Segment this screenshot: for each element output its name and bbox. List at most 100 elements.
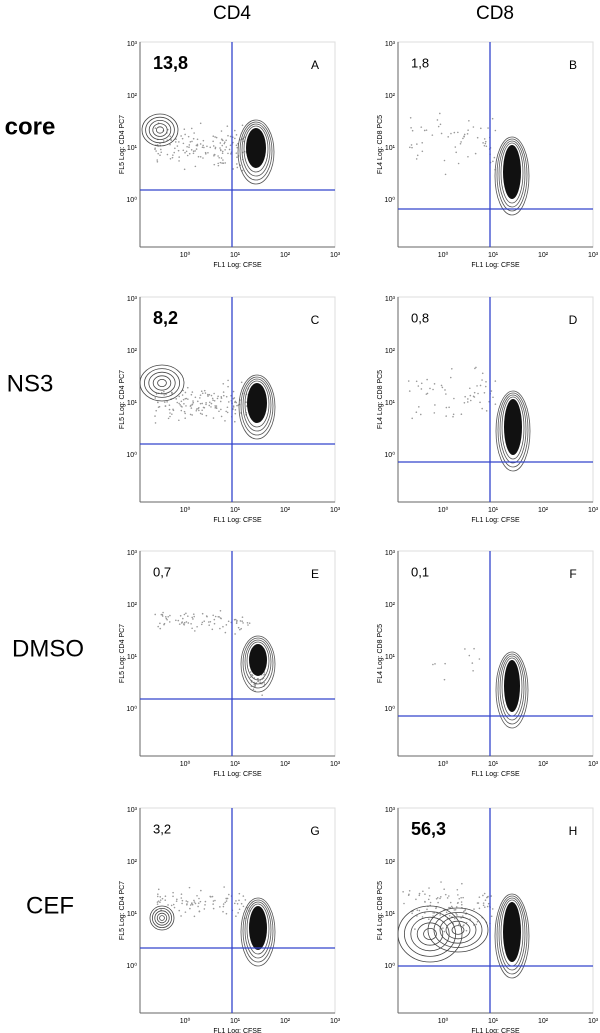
event-dot [178,395,181,398]
event-dot [214,136,216,138]
y-axis-label: FL5 Log: CD4 PC7 [119,624,126,683]
event-dot [207,393,209,396]
event-dot [205,403,207,406]
event-dot [224,149,226,151]
event-dot [460,896,462,899]
event-dot [486,896,489,898]
event-dot [485,410,488,412]
event-dot [187,615,189,617]
event-dot [440,895,442,898]
event-dot [162,140,165,142]
event-dot [227,379,229,382]
y-tick-label: 10¹ [127,145,138,152]
event-dot [218,156,220,159]
event-dot [191,903,193,905]
event-dot [222,903,225,905]
contour [397,905,463,963]
event-dot [213,163,216,166]
y-tick-label: 10¹ [127,654,138,661]
contour [141,113,179,147]
event-dot [476,385,478,387]
event-dot [182,389,184,392]
event-dot [178,141,180,143]
event-dot [439,123,442,126]
event-dot [257,680,260,683]
y-tick-label: 10⁰ [384,962,395,970]
event-dot [445,393,447,395]
event-dot [233,420,236,423]
event-dot [182,398,185,401]
event-dot [159,154,161,157]
event-dot [460,917,462,919]
event-dot [443,159,446,162]
event-dot [165,393,167,396]
event-dot [453,909,456,911]
contour [242,637,274,689]
contour [152,123,168,137]
contour [496,895,528,975]
contour [246,641,270,681]
event-dot [168,621,171,623]
event-dot [455,912,457,915]
contour [244,380,270,428]
event-dot [167,417,170,420]
event-dot [434,663,436,665]
event-dot [259,681,261,684]
event-dot [462,915,464,917]
event-dot [432,663,434,666]
event-dot [457,162,460,165]
x-tick-label: 10⁰ [180,251,191,259]
event-dot [222,391,225,393]
event-dot [159,622,161,625]
event-dot [420,126,423,128]
event-dot [479,401,481,404]
event-dot [252,688,255,691]
event-dot [212,145,215,147]
event-dot [169,135,172,138]
contour [451,925,465,935]
event-dot [185,612,187,615]
event-dot [263,673,266,675]
event-dot [482,902,485,904]
event-dot [220,396,223,398]
event-dot [186,386,189,389]
event-dot [459,142,462,145]
event-dot [198,897,200,900]
event-dot [449,901,452,904]
event-dot [195,144,198,147]
event-dot [211,397,214,400]
event-dot [199,412,202,415]
event-dot [461,882,463,885]
event-dot [238,899,240,902]
event-dot [204,153,207,155]
event-dot [468,120,470,122]
event-dot [482,904,485,907]
contour [498,140,526,208]
event-dot [164,616,167,618]
event-dot [154,415,156,417]
event-dot [420,388,423,390]
event-dot [415,380,418,383]
y-tick-label: 10² [127,348,138,355]
event-dot [159,899,162,901]
event-dot [181,394,184,396]
contour [499,655,525,721]
event-dot [235,622,238,625]
event-dot [444,389,446,391]
event-dot [155,150,157,152]
event-dot [223,142,226,145]
contour [239,121,273,181]
event-dot [171,413,173,415]
event-dot [263,682,266,684]
event-dot [160,391,163,394]
event-dot [403,902,405,905]
event-dot [445,406,448,409]
event-dot [487,127,489,129]
event-dot [234,412,237,415]
quadrant-percent: 0,1 [411,564,429,579]
event-dot [191,414,193,416]
contour [242,378,272,432]
event-dot [206,615,208,618]
event-dot [156,160,159,163]
event-dot [443,678,446,681]
